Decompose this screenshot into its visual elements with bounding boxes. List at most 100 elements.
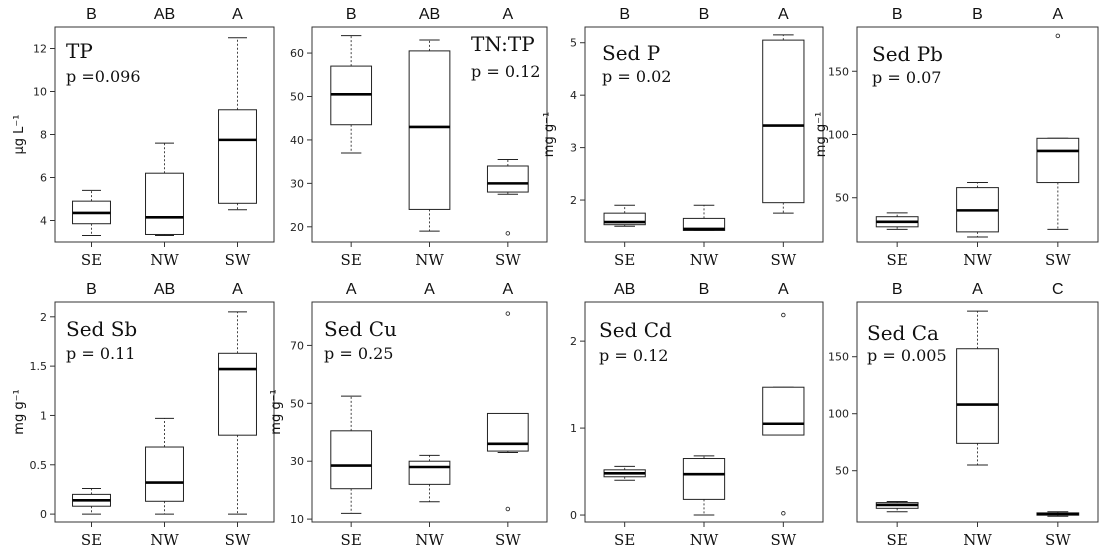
panel-1: 4 6 8 10 12 μg L⁻¹ TP p =0.096 SE B NW AB SW A <box>12 6 275 269</box>
significance-letter: A <box>232 6 243 23</box>
x-tick-label: SE <box>341 531 362 549</box>
x-tick-label: NW <box>690 251 719 269</box>
p-value-label: p = 0.12 <box>471 62 540 81</box>
significance-letter: B <box>892 6 903 23</box>
y-axis-label: mg g⁻¹ <box>814 112 829 157</box>
significance-letter: A <box>502 6 513 23</box>
y-tick-label: 3 <box>570 142 577 155</box>
box-se <box>330 395 373 514</box>
significance-letter: A <box>778 281 789 298</box>
panel-title: Sed Ca <box>867 321 939 345</box>
iqr-box <box>330 430 373 490</box>
panel-7: 0 1 2 Sed Cd p = 0.12 SE AB NW B SW A <box>570 281 824 549</box>
iqr-box <box>682 458 726 500</box>
significance-letter: AB <box>154 281 175 298</box>
significance-letter: A <box>424 281 435 298</box>
y-tick-label: 100 <box>828 129 849 142</box>
significance-letter: A <box>346 281 357 298</box>
x-tick-label: NW <box>150 531 179 549</box>
box-sw <box>486 311 529 512</box>
significance-letter: B <box>346 6 357 23</box>
x-tick-label: SE <box>887 531 908 549</box>
panel-title: TN:TP <box>471 32 535 56</box>
y-tick-label: 1 <box>40 409 47 422</box>
x-tick-label: SE <box>614 251 635 269</box>
y-axis-label: μg L⁻¹ <box>12 115 27 155</box>
iqr-box <box>682 217 726 231</box>
y-tick-label: 50 <box>290 90 304 103</box>
x-tick-label: SE <box>887 251 908 269</box>
x-tick-label: NW <box>690 531 719 549</box>
panel-title: Sed Sb <box>66 317 137 341</box>
y-tick-label: 40 <box>290 134 304 147</box>
box-sw <box>1036 33 1080 230</box>
box-sw <box>762 312 805 516</box>
y-tick-label: 12 <box>33 43 47 56</box>
significance-letter: A <box>502 281 513 298</box>
p-value-label: p =0.096 <box>66 67 141 86</box>
significance-letter: B <box>86 281 97 298</box>
box-se <box>72 189 111 237</box>
box-nw <box>956 182 999 238</box>
iqr-box <box>956 348 999 444</box>
y-tick-label: 50 <box>835 192 849 205</box>
panel-title: Sed P <box>602 41 660 65</box>
box-se <box>330 35 373 154</box>
y-tick-label: 5 <box>570 37 577 50</box>
iqr-box <box>408 50 451 210</box>
box-se <box>72 487 111 515</box>
x-tick-label: NW <box>963 531 992 549</box>
significance-letter: B <box>892 281 903 298</box>
panel-title: TP <box>66 39 93 63</box>
significance-letter: B <box>619 6 630 23</box>
y-tick-label: 10 <box>290 513 304 526</box>
significance-letter: AB <box>154 6 175 23</box>
x-tick-label: NW <box>415 251 444 269</box>
significance-letter: B <box>972 6 983 23</box>
x-tick-label: SW <box>770 531 796 549</box>
x-tick-label: SE <box>81 531 102 549</box>
y-tick-label: 0 <box>40 508 47 521</box>
y-tick-label: 6 <box>40 172 47 185</box>
iqr-box <box>1036 137 1080 184</box>
outlier-point <box>505 506 511 512</box>
iqr-box <box>762 39 805 204</box>
significance-letter: B <box>86 6 97 23</box>
box-se <box>603 204 646 227</box>
x-tick-label: NW <box>150 251 179 269</box>
box-nw <box>956 310 999 466</box>
significance-letter: A <box>778 6 789 23</box>
y-axis-label: mg g⁻¹ <box>269 389 284 434</box>
significance-letter: A <box>972 281 983 298</box>
iqr-box <box>145 172 184 235</box>
y-tick-label: 2 <box>570 194 577 207</box>
y-tick-label: 50 <box>290 397 304 410</box>
significance-letter: AB <box>614 281 635 298</box>
x-tick-label: SW <box>1045 251 1071 269</box>
panel-4: 50 100 150 mg g⁻¹ Sed Pb p = 0.07 SE B NW B SW A <box>814 6 1099 269</box>
box-sw <box>218 311 257 515</box>
y-tick-label: 4 <box>40 215 47 228</box>
panel-6: 10 30 50 70 mg g⁻¹ Sed Cu p = 0.25 SE A NW A SW A <box>269 281 548 549</box>
y-tick-label: 2 <box>40 311 47 324</box>
box-nw <box>408 454 451 503</box>
box-se <box>603 465 646 481</box>
panel-5: 0 0.5 1 1.5 2 mg g⁻¹ Sed Sb p = 0.11 SE B NW AB SW A <box>12 281 275 549</box>
x-tick-label: SE <box>81 251 102 269</box>
y-tick-label: 60 <box>290 47 304 60</box>
outlier-point <box>505 311 511 316</box>
iqr-box <box>603 212 646 226</box>
y-tick-label: 50 <box>835 465 849 478</box>
box-nw <box>408 39 451 232</box>
y-tick-label: 2 <box>570 335 577 348</box>
y-tick-label: 70 <box>290 339 304 352</box>
significance-letter: AB <box>419 6 440 23</box>
box-sw <box>218 37 257 211</box>
panel-title: Sed Pb <box>872 42 943 66</box>
p-value-label: p = 0.02 <box>602 67 671 86</box>
outlier-point <box>781 511 786 516</box>
significance-letter: A <box>232 281 243 298</box>
x-tick-label: NW <box>963 251 992 269</box>
iqr-box <box>218 109 257 204</box>
